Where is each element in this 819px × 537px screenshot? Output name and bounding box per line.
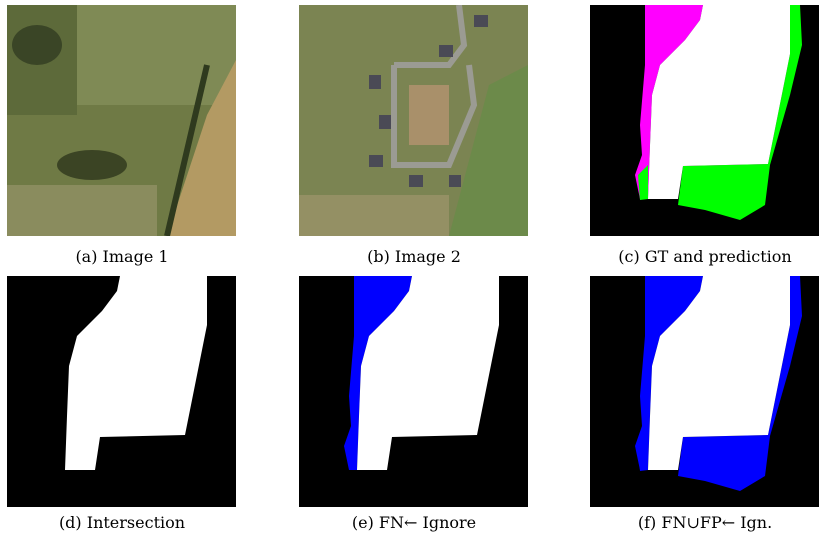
image-1 bbox=[7, 5, 236, 236]
gt-prediction bbox=[590, 5, 819, 236]
caption: (c) GT and prediction bbox=[618, 247, 792, 266]
fn-fp-ignore bbox=[590, 276, 819, 507]
caption: (e) FN← Ignore bbox=[351, 513, 477, 532]
intersection bbox=[7, 276, 236, 507]
caption: (a) Image 1 bbox=[75, 247, 169, 266]
image-2 bbox=[299, 5, 528, 236]
caption: (f) FN∪FP← Ign. bbox=[637, 513, 773, 532]
caption: (d) Intersection bbox=[58, 513, 186, 532]
fn-ignore bbox=[299, 276, 528, 507]
caption: (b) Image 2 bbox=[367, 247, 461, 266]
